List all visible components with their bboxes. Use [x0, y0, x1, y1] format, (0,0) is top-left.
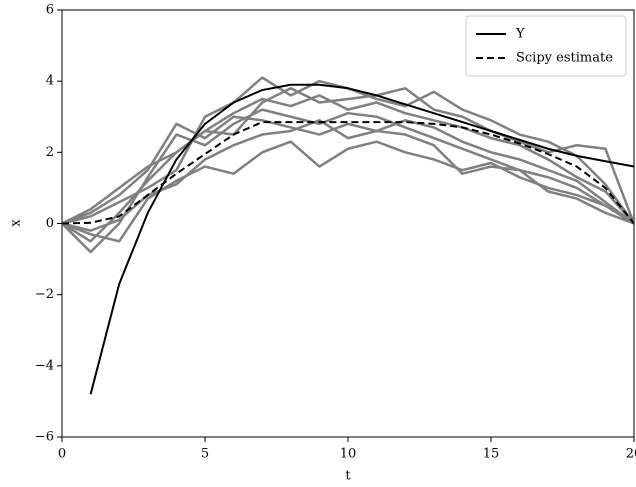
sample-line: [62, 87, 634, 225]
series-line: [89, 83, 634, 395]
y-tick-label: −2: [35, 287, 54, 302]
x-tick-label: 20: [626, 447, 636, 462]
sample-line: [62, 115, 634, 225]
y-axis-label: x: [9, 219, 24, 227]
y-tick-label: 2: [46, 145, 54, 160]
y-tick-label: 6: [46, 3, 54, 18]
sample-line: [62, 94, 634, 243]
legend-box: [465, 15, 627, 77]
legend-label: Y: [515, 27, 525, 42]
lines: [62, 76, 634, 395]
legend-label: Scipy estimate: [516, 51, 613, 66]
y-tick-label: −6: [35, 430, 54, 445]
x-axis-label: t: [345, 469, 351, 484]
x-tick-label: 15: [483, 447, 500, 462]
x-tick-label: 0: [58, 447, 66, 462]
x-tick-label: 10: [340, 447, 357, 462]
x-tick-label: 5: [201, 447, 209, 462]
legend: Y Scipy estimate: [465, 15, 627, 77]
sample-line: [62, 119, 634, 232]
y-tick-label: −4: [35, 358, 54, 373]
y-tick-label: 4: [46, 74, 54, 89]
series-line: [62, 121, 634, 225]
y-tick-label: 0: [46, 216, 54, 231]
